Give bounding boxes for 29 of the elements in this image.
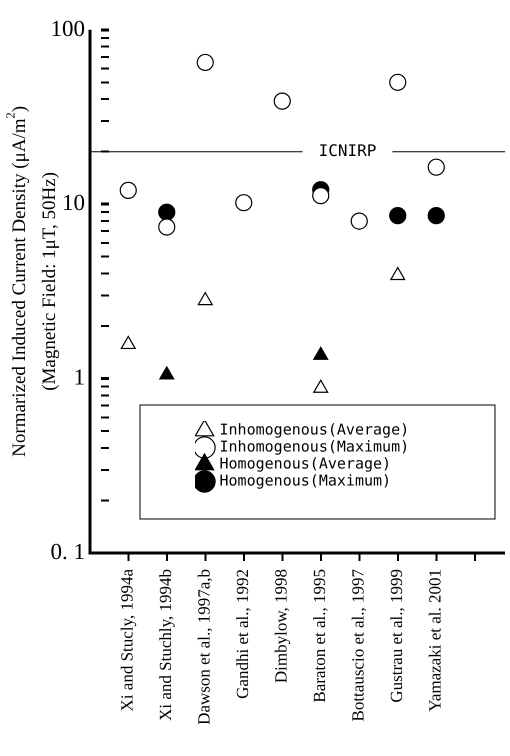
y-tick-label: 100 <box>50 16 85 41</box>
point <box>198 292 213 306</box>
text: Normarized Induced Current Density (μA/m2) (Magnetic Field: 1μT, 50Hz) <box>4 106 60 457</box>
x-tick-label: Bottauscio et al., 1997 <box>348 568 368 722</box>
point <box>158 204 176 221</box>
point <box>313 346 328 360</box>
point <box>428 207 445 224</box>
point <box>389 207 406 224</box>
x-tick-label: Xi and Stucly, 1994a <box>118 568 137 712</box>
x-tick-label: Xi and Stuchly, 1994b <box>156 569 176 721</box>
legend-label: Inhomogenous(Maximum) <box>220 437 410 456</box>
point <box>120 336 136 350</box>
x-tick-label: Dimbylow, 1998 <box>272 569 291 684</box>
x-tick-label: Gustrau et al., 1999 <box>387 569 406 703</box>
x-tick-label: Baraton et al., 1995 <box>310 569 330 703</box>
x-tick-label: Gandhi et al., 1992 <box>233 569 252 699</box>
legend-label: Homogenous(Maximum) <box>220 471 392 490</box>
x-tick-label: Dawson et al., 1997a,b <box>194 569 214 725</box>
point <box>313 380 328 393</box>
y-tick-label: 10 <box>62 190 85 216</box>
legend-label: Inhomogenous(Average) <box>220 420 410 438</box>
ref-line-label: ICNIRP <box>318 140 376 160</box>
legend-label: Homogenous(Average) <box>220 454 392 472</box>
y-tick-label: 1 <box>74 364 85 390</box>
point <box>312 187 330 204</box>
point <box>159 366 174 380</box>
point <box>390 266 406 280</box>
y-tick-label: 0. 1 <box>50 539 85 564</box>
x-tick-label: Yamazaki et al. 2001 <box>426 569 445 712</box>
